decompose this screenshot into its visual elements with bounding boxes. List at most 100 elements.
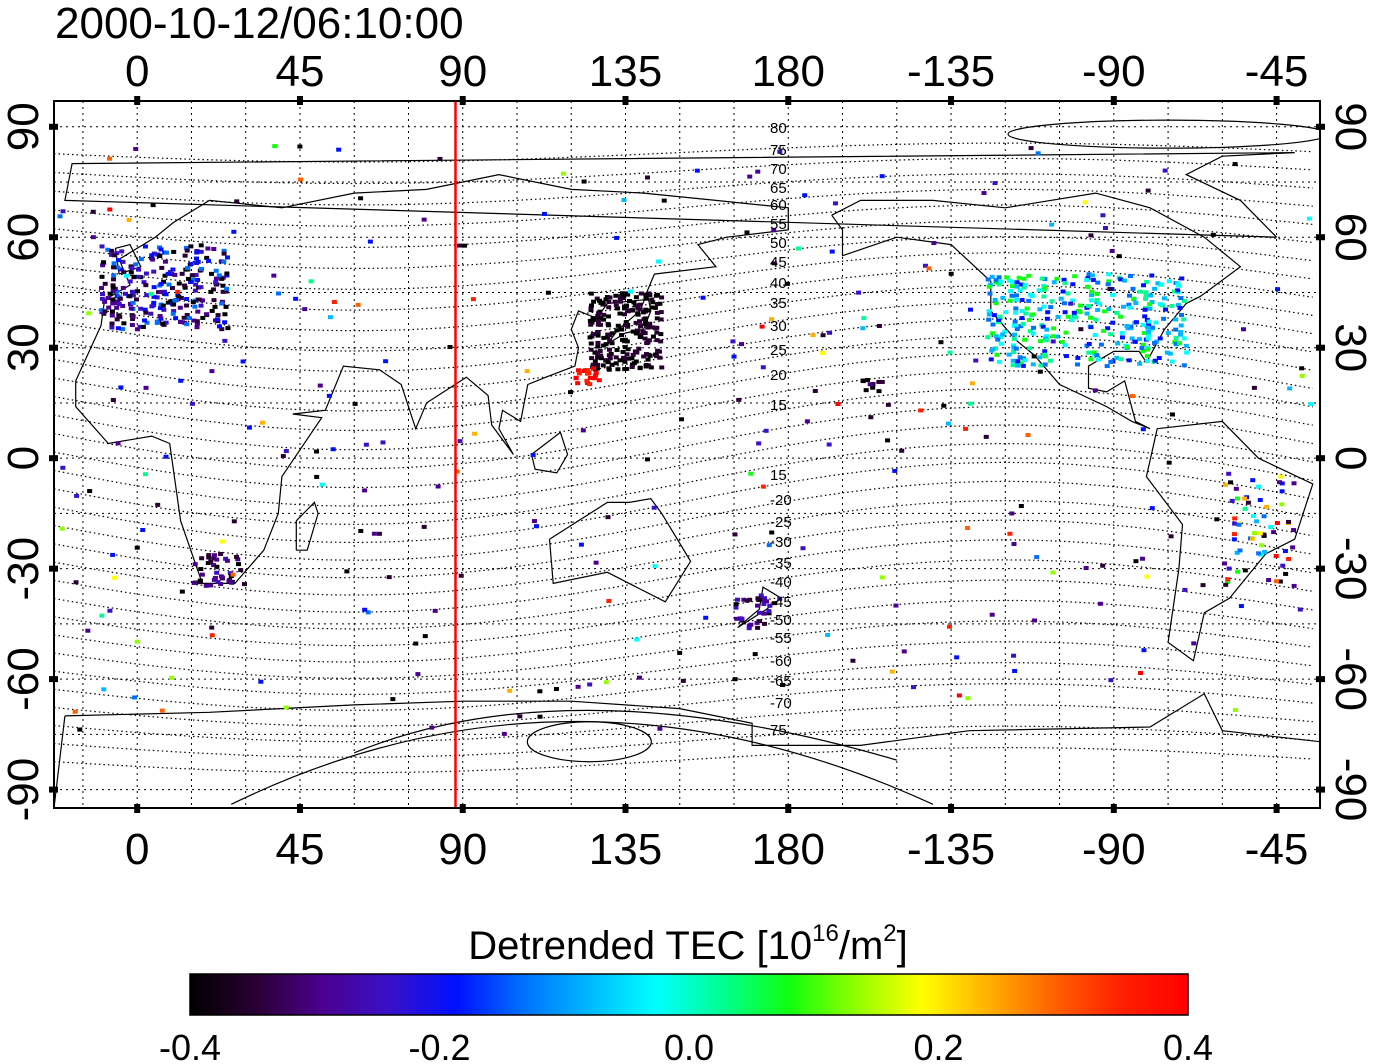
tec-point	[1077, 303, 1083, 308]
tec-point	[163, 292, 169, 297]
tec-point	[755, 169, 761, 174]
tec-point	[99, 296, 105, 301]
tec-point	[654, 292, 660, 297]
tec-point	[109, 248, 115, 253]
tec-point	[604, 295, 610, 300]
tec-point	[209, 308, 215, 313]
tec-point	[170, 267, 176, 272]
tec-point	[157, 245, 163, 250]
tec-point	[870, 382, 876, 387]
tec-point	[601, 343, 607, 348]
south-pole-oval-inner	[526, 721, 652, 763]
tec-point	[644, 341, 650, 346]
y-tick-label-right: -90	[1326, 758, 1375, 822]
tec-point	[115, 441, 121, 446]
tec-point	[1273, 554, 1279, 559]
tec-point	[126, 217, 132, 222]
tec-point	[100, 263, 106, 268]
tec-point	[1063, 330, 1069, 335]
tec-point	[1014, 280, 1020, 285]
tec-point	[191, 318, 197, 323]
colorbar-tick-label: -0.4	[159, 1027, 221, 1064]
tec-point	[1085, 284, 1091, 289]
tec-point	[162, 259, 168, 264]
tec-point	[138, 306, 144, 311]
tec-point	[609, 341, 615, 346]
tec-point	[1010, 279, 1016, 284]
tec-point	[635, 306, 641, 311]
tec-point	[736, 397, 742, 402]
tec-point	[142, 307, 148, 312]
tec-point	[1044, 334, 1050, 339]
tec-point	[614, 328, 620, 333]
tec-point	[1181, 363, 1187, 368]
tec-point	[748, 622, 754, 627]
tec-point	[632, 303, 638, 308]
colorbar-title-exponent: 16	[812, 920, 839, 947]
tec-point	[732, 677, 738, 682]
tec-point	[1250, 478, 1256, 483]
tec-point	[163, 454, 169, 459]
tec-point	[1175, 281, 1181, 286]
tec-point	[1051, 326, 1057, 331]
tec-point	[537, 714, 543, 719]
magnetic-latitude-line	[54, 443, 1313, 525]
tec-point	[1178, 296, 1184, 301]
tec-point	[568, 390, 574, 395]
tec-point	[985, 277, 991, 282]
tec-point	[588, 306, 594, 311]
mag-lat-label: -20	[770, 492, 792, 509]
tec-point	[1181, 317, 1187, 322]
tec-point	[948, 271, 954, 276]
tec-point	[57, 214, 63, 219]
tec-point	[162, 273, 168, 278]
tec-point	[617, 297, 623, 302]
tec-point	[1145, 325, 1151, 330]
tec-point	[99, 310, 105, 315]
tec-point	[996, 320, 1002, 325]
tec-point	[956, 693, 962, 698]
tec-point	[472, 431, 478, 436]
tec-point	[677, 650, 683, 655]
tec-point	[1097, 601, 1103, 606]
tec-point	[1100, 563, 1106, 568]
tec-point	[383, 359, 389, 364]
tec-point	[203, 583, 209, 588]
tec-point	[1283, 571, 1289, 576]
tec-point	[114, 251, 120, 256]
tec-point	[963, 426, 969, 431]
tec-point	[593, 560, 599, 565]
tec-point	[606, 347, 612, 352]
tec-point	[1140, 349, 1146, 354]
tec-point	[618, 299, 624, 304]
tec-point	[114, 300, 120, 305]
magnetic-latitude-line	[54, 252, 1313, 311]
tec-point	[595, 329, 601, 334]
y-tick-label-left: -90	[0, 758, 48, 822]
tec-point	[209, 369, 215, 374]
magnetic-latitude-line	[54, 461, 1313, 543]
tec-point	[107, 608, 113, 613]
magnetic-latitude-line	[54, 747, 1313, 774]
tec-point	[630, 352, 636, 357]
tec-point	[758, 593, 764, 598]
tec-point	[1018, 324, 1024, 329]
tec-point	[181, 315, 187, 320]
tec-point	[1012, 668, 1018, 673]
tec-point	[163, 320, 169, 325]
tec-point	[1149, 506, 1155, 511]
tec-point	[143, 310, 149, 315]
tec-point	[1254, 519, 1260, 524]
tec-point	[946, 624, 952, 629]
tec-point	[107, 291, 113, 296]
tec-point	[1183, 343, 1189, 348]
tec-point	[1275, 287, 1281, 292]
tec-point	[643, 352, 649, 357]
tec-point	[222, 338, 228, 343]
tec-point	[629, 356, 635, 361]
tec-point	[820, 333, 826, 338]
tec-point	[1161, 296, 1167, 301]
tec-point	[1143, 293, 1149, 298]
x-tick-label-bottom: 0	[125, 825, 149, 874]
